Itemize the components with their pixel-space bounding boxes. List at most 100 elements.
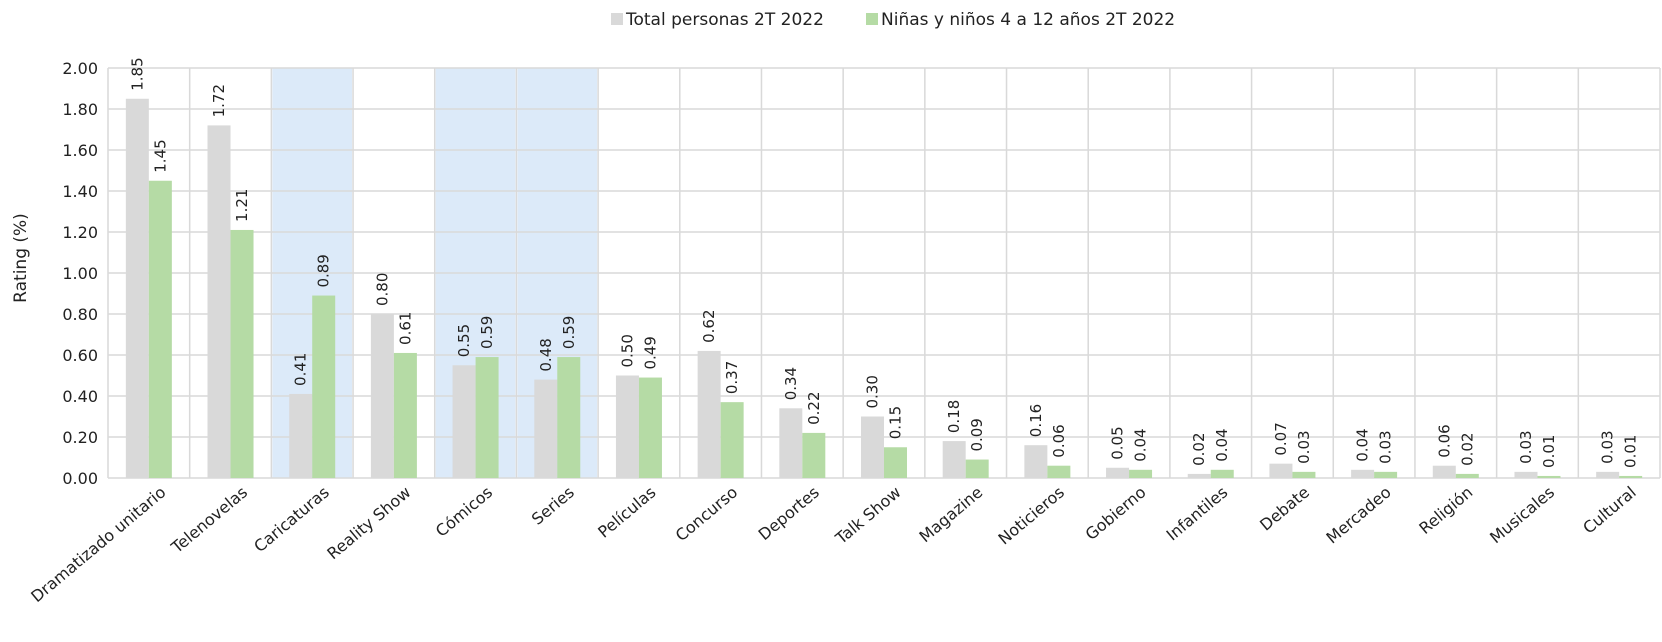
bar-ninos-18 bbox=[1619, 475, 1643, 478]
bar-ninos-12 bbox=[1129, 469, 1153, 478]
data-label: 0.03 bbox=[1377, 430, 1395, 463]
bar-total-17 bbox=[1514, 471, 1538, 478]
legend-label: Niñas y niños 4 a 12 años 2T 2022 bbox=[881, 10, 1175, 30]
bar-total-0 bbox=[125, 98, 149, 478]
data-label: 0.16 bbox=[1027, 404, 1045, 437]
x-tick-label: Concurso bbox=[672, 483, 741, 546]
data-label: 0.15 bbox=[887, 406, 905, 439]
data-label: 1.85 bbox=[128, 57, 146, 90]
data-label: 1.45 bbox=[151, 139, 169, 172]
data-label: 0.89 bbox=[315, 254, 333, 287]
bar-total-5 bbox=[534, 379, 558, 478]
x-tick-label: Caricaturas bbox=[250, 483, 332, 557]
data-label: 0.02 bbox=[1458, 432, 1476, 465]
axes: Rating (%) 0.00 0.20 0.40 0.60 0.80 1.00 1.20 1… bbox=[11, 59, 1640, 606]
x-tick-label: Series bbox=[528, 483, 578, 529]
x-tick-label: Cultural bbox=[1579, 483, 1639, 538]
y-tick-label: 1.20 bbox=[62, 223, 98, 242]
data-label: 0.03 bbox=[1517, 430, 1535, 463]
bar-ninos-3 bbox=[393, 352, 417, 478]
bar-ninos-1 bbox=[230, 229, 254, 478]
bar-total-4 bbox=[452, 365, 476, 478]
bar-ninos-14 bbox=[1292, 471, 1316, 478]
bar-ninos-15 bbox=[1374, 471, 1398, 478]
x-tick-label: Noticieros bbox=[995, 483, 1068, 549]
bar-total-1 bbox=[207, 125, 231, 479]
data-label: 0.55 bbox=[455, 324, 473, 357]
legend-label: Total personas 2T 2022 bbox=[625, 10, 824, 30]
x-tick-label: Infantiles bbox=[1163, 483, 1232, 545]
data-label: 0.03 bbox=[1599, 430, 1617, 463]
bar-total-3 bbox=[370, 314, 394, 478]
bar-ninos-13 bbox=[1210, 469, 1234, 478]
x-tick-label: Cómicos bbox=[432, 483, 496, 541]
x-tick-label: Debate bbox=[1256, 483, 1313, 535]
legend-swatch bbox=[866, 13, 878, 25]
data-label: 0.61 bbox=[396, 312, 414, 345]
y-tick-label: 2.00 bbox=[62, 59, 98, 78]
y-tick-label: 1.80 bbox=[62, 100, 98, 119]
x-tick-label: Religión bbox=[1415, 483, 1476, 538]
x-tick-label: Películas bbox=[594, 483, 659, 542]
data-label: 0.22 bbox=[805, 391, 823, 424]
data-label: 0.01 bbox=[1540, 435, 1558, 468]
data-label: 1.72 bbox=[210, 84, 228, 117]
y-tick-label: 0.80 bbox=[62, 305, 98, 324]
data-label: 0.18 bbox=[945, 400, 963, 433]
bar-ninos-7 bbox=[720, 402, 744, 478]
bar-total-12 bbox=[1106, 467, 1130, 478]
bar-total-2 bbox=[289, 393, 313, 478]
data-label: 1.21 bbox=[233, 189, 251, 222]
data-label: 0.07 bbox=[1272, 422, 1290, 455]
data-label: 0.59 bbox=[478, 316, 496, 349]
data-label: 0.30 bbox=[864, 375, 882, 408]
data-label: 0.06 bbox=[1050, 424, 1068, 457]
bar-total-15 bbox=[1351, 469, 1375, 478]
y-tick-label: 0.20 bbox=[62, 428, 98, 447]
data-label: 0.02 bbox=[1190, 432, 1208, 465]
data-label: 0.06 bbox=[1435, 424, 1453, 457]
bar-total-9 bbox=[861, 416, 884, 478]
y-tick-label: 1.00 bbox=[62, 264, 98, 283]
bar-ninos-11 bbox=[1047, 465, 1071, 478]
x-tick-label: Gobierno bbox=[1082, 483, 1150, 544]
bar-total-11 bbox=[1024, 445, 1048, 478]
bar-ninos-16 bbox=[1455, 473, 1479, 478]
bar-total-8 bbox=[779, 408, 803, 478]
data-label: 0.50 bbox=[618, 334, 636, 367]
bar-total-6 bbox=[615, 375, 639, 478]
bar-ninos-2 bbox=[312, 295, 336, 478]
y-tick-label: 0.60 bbox=[62, 346, 98, 365]
bar-total-16 bbox=[1432, 465, 1456, 478]
x-tick-label: Musicales bbox=[1486, 483, 1558, 548]
data-labels: 1.85 1.72 0.41 0.80 0.55 0.48 0.50 0.62 0.34 0.30… bbox=[128, 57, 1639, 468]
bar-total-10 bbox=[942, 441, 966, 478]
bar-ninos-5 bbox=[557, 357, 581, 478]
legend-swatch bbox=[611, 13, 623, 25]
data-label: 0.48 bbox=[537, 338, 555, 371]
y-tick-label: 0.00 bbox=[62, 469, 98, 488]
bar-total-7 bbox=[697, 350, 721, 478]
data-label: 0.04 bbox=[1213, 428, 1231, 461]
y-tick-label: 1.40 bbox=[62, 182, 98, 201]
data-label: 0.01 bbox=[1622, 435, 1640, 468]
data-label: 0.49 bbox=[641, 336, 659, 369]
gridlines bbox=[107, 67, 1661, 479]
x-tick-label: Talk Show bbox=[831, 483, 904, 549]
bar-ninos-0 bbox=[148, 180, 172, 478]
bar-ninos-8 bbox=[802, 432, 826, 478]
y-tick-label: 0.40 bbox=[62, 387, 98, 406]
y-tick-label: 1.60 bbox=[62, 141, 98, 160]
x-tick-label: Deportes bbox=[755, 483, 823, 545]
data-label: 0.37 bbox=[723, 361, 741, 394]
y-axis-title: Rating (%) bbox=[11, 213, 31, 303]
data-label: 0.04 bbox=[1354, 428, 1372, 461]
data-label: 0.09 bbox=[968, 418, 986, 451]
legend: Total personas 2T 2022 Niñas y niños 4 a … bbox=[611, 10, 1175, 30]
x-tick-label: Magazine bbox=[916, 483, 987, 547]
bars bbox=[125, 98, 1643, 479]
data-label: 0.34 bbox=[782, 367, 800, 400]
bar-ninos-9 bbox=[884, 447, 907, 478]
